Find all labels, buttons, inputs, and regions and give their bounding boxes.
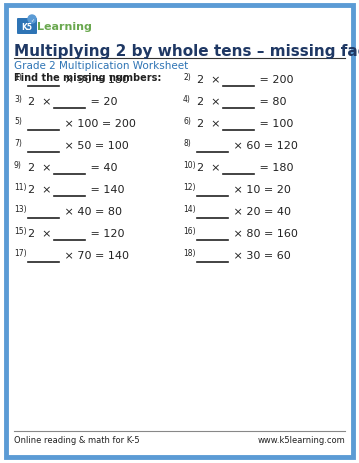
Text: 18): 18) — [183, 249, 196, 257]
Text: 2  ×: 2 × — [197, 119, 224, 129]
Text: 10): 10) — [183, 161, 196, 169]
Text: × 50 = 100: × 50 = 100 — [61, 141, 129, 150]
Text: K5: K5 — [22, 22, 33, 31]
Text: = 140: = 140 — [87, 185, 124, 194]
Text: = 80: = 80 — [256, 97, 286, 107]
Text: = 20: = 20 — [87, 97, 117, 107]
Text: = 100: = 100 — [256, 119, 293, 129]
Text: Learning: Learning — [37, 22, 92, 32]
Text: × 80 = 160: × 80 = 160 — [230, 229, 298, 238]
Text: Multiplying 2 by whole tens – missing factor: Multiplying 2 by whole tens – missing fa… — [14, 44, 359, 59]
Text: × 60 = 120: × 60 = 120 — [230, 141, 298, 150]
Text: × 100 = 200: × 100 = 200 — [61, 119, 136, 129]
Text: × 20 = 40: × 20 = 40 — [230, 206, 291, 217]
Text: = 120: = 120 — [87, 229, 124, 238]
Text: Grade 2 Multiplication Worksheet: Grade 2 Multiplication Worksheet — [14, 61, 188, 71]
Text: 14): 14) — [183, 205, 196, 213]
FancyBboxPatch shape — [17, 19, 37, 35]
Text: × 30 = 60: × 30 = 60 — [230, 250, 290, 260]
Text: 2  ×: 2 × — [28, 97, 55, 107]
Circle shape — [28, 16, 36, 24]
Text: × 10 = 20: × 10 = 20 — [230, 185, 291, 194]
Text: × 90 = 180: × 90 = 180 — [61, 75, 129, 85]
Text: 6): 6) — [183, 117, 191, 126]
Text: 13): 13) — [14, 205, 27, 213]
Text: 2  ×: 2 × — [197, 97, 224, 107]
Text: 2  ×: 2 × — [28, 163, 55, 173]
Text: = 180: = 180 — [256, 163, 293, 173]
Text: Find the missing numbers:: Find the missing numbers: — [14, 73, 162, 83]
Text: 2): 2) — [183, 73, 191, 82]
Text: 16): 16) — [183, 226, 196, 236]
Text: 2  ×: 2 × — [197, 75, 224, 85]
Text: 7): 7) — [14, 139, 22, 148]
Text: × 40 = 80: × 40 = 80 — [61, 206, 122, 217]
Text: 4): 4) — [183, 95, 191, 104]
Text: × 70 = 140: × 70 = 140 — [61, 250, 129, 260]
Text: 11): 11) — [14, 182, 27, 192]
Text: 12): 12) — [183, 182, 196, 192]
Text: 1): 1) — [14, 73, 22, 82]
Text: 8): 8) — [183, 139, 191, 148]
Text: 2  ×: 2 × — [28, 185, 55, 194]
Text: www.k5learning.com: www.k5learning.com — [257, 435, 345, 444]
Text: Online reading & math for K-5: Online reading & math for K-5 — [14, 435, 140, 444]
Text: 2  ×: 2 × — [28, 229, 55, 238]
Text: 3): 3) — [14, 95, 22, 104]
Text: = 40: = 40 — [87, 163, 117, 173]
Text: 2  ×: 2 × — [197, 163, 224, 173]
Text: = 200: = 200 — [256, 75, 293, 85]
Text: 15): 15) — [14, 226, 27, 236]
Text: 5): 5) — [14, 117, 22, 126]
Text: 9): 9) — [14, 161, 22, 169]
Text: ✓: ✓ — [30, 18, 34, 22]
Text: 17): 17) — [14, 249, 27, 257]
